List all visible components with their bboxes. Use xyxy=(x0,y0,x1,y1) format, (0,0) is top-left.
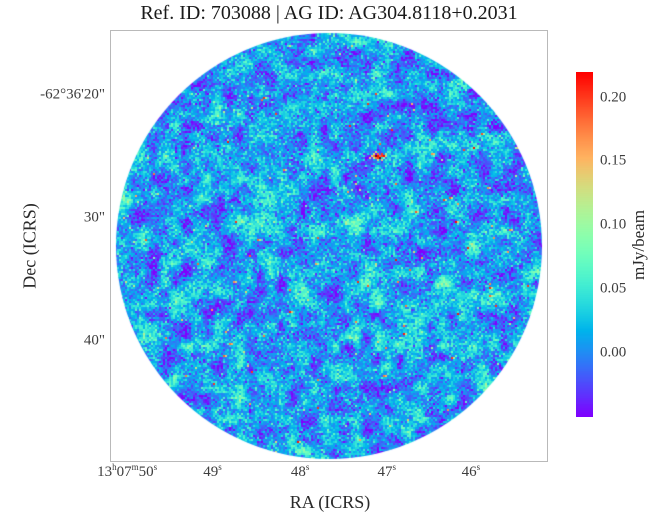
x-axis-label: RA (ICRS) xyxy=(289,492,371,512)
x-tick-label: 46s xyxy=(461,462,481,481)
colorbar-tick-label: 0.05 xyxy=(600,280,627,297)
x-tick-label: 13h07m50s xyxy=(97,462,158,481)
x-tick-label: 48s xyxy=(290,462,310,481)
colorbar-tick-label: 0.20 xyxy=(600,89,627,106)
x-tick-label: 49s xyxy=(203,462,222,481)
sky-map-image xyxy=(111,31,547,461)
colorbar-tick-label: 0.00 xyxy=(600,344,627,361)
colorbar-tick-label: 0.10 xyxy=(600,216,627,233)
y-tick-label: -62°36'20" xyxy=(40,86,105,103)
colorbar-tick-label: 0.15 xyxy=(600,152,627,169)
colorbar-label: mJy/beam xyxy=(629,210,648,280)
colorbar xyxy=(576,72,593,417)
figure-title: Ref. ID: 703088 | AG ID: AG304.8118+0.20… xyxy=(140,2,518,24)
y-tick-label: 30" xyxy=(83,209,105,226)
x-tick-label: 47s xyxy=(377,462,397,481)
plot-area xyxy=(110,30,548,462)
y-tick-label: 40" xyxy=(83,332,105,349)
colorbar-gradient xyxy=(576,72,593,417)
y-axis-label: Dec (ICRS) xyxy=(19,203,40,289)
